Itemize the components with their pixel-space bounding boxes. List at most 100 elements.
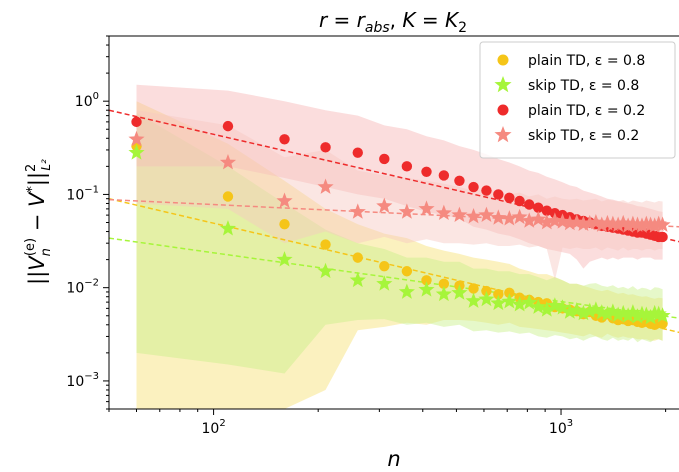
band-series-0 [136,101,663,409]
point-series-0 [279,218,290,230]
legend-marker-2 [497,104,509,116]
legend-marker-3 [494,126,512,143]
x-tick-label: 103 [549,418,573,437]
point-series-3 [465,207,482,224]
point-series-3 [530,210,547,227]
point-series-1 [599,305,616,322]
point-series-1 [219,220,237,236]
point-series-1 [538,301,555,317]
point-series-3 [581,214,598,231]
legend-box [479,41,676,159]
point-series-2 [279,134,290,145]
x-tick-label: 102 [201,418,225,437]
point-series-2 [468,181,479,193]
point-series-3 [521,212,538,228]
point-series-1 [465,292,482,308]
point-series-3 [435,204,452,221]
point-series-3 [501,210,518,226]
point-series-1 [398,283,415,299]
point-series-3 [620,217,637,233]
point-series-3 [490,209,507,225]
point-series-0 [352,252,363,263]
band-series-1 [136,112,663,374]
point-series-2 [493,189,504,200]
point-series-3 [646,217,663,233]
point-series-1 [451,284,468,300]
chart-title: r = rabs, K = K2 [319,8,467,36]
point-series-3 [317,178,334,194]
point-series-3 [593,216,610,232]
legend-label-1: skip TD, ε = 0.8 [528,78,639,94]
point-series-1 [629,308,646,324]
point-series-2 [222,120,234,132]
point-series-1 [587,301,604,317]
point-series-3 [451,206,468,222]
point-series-0 [222,191,234,202]
fit-line-series-1 [109,237,679,319]
legend-marker-0 [497,54,509,66]
point-series-2 [657,231,668,243]
point-series-2 [438,170,450,181]
point-series-1 [568,301,585,318]
point-series-1 [530,298,547,314]
point-series-1 [624,304,641,320]
point-series-1 [575,304,592,321]
axis-ticks: 102 103 10−3 10−2 10−1 100 [66,35,667,437]
point-series-2 [454,175,465,187]
y-tick-label: 10−2 [66,278,99,297]
point-series-3 [511,208,528,225]
y-tick-label: 10−1 [66,184,99,203]
point-series-1 [128,144,145,160]
point-series-0 [438,278,450,290]
point-series-1 [561,303,578,319]
point-series-1 [654,307,671,323]
point-series-3 [128,130,145,147]
point-series-0 [504,287,515,299]
point-series-2 [541,205,552,216]
point-series-1 [581,302,598,319]
point-series-3 [349,203,366,219]
y-tick-label: 10−3 [66,371,99,390]
point-series-0 [320,239,331,250]
point-series-1 [604,303,621,319]
point-series-1 [638,306,655,322]
point-series-1 [435,285,452,302]
point-series-3 [610,216,627,232]
point-series-2 [533,202,544,213]
point-series-0 [657,318,668,329]
y-axis-label: ||Vn(e) − V*||2L² [23,159,54,285]
point-series-3 [478,206,495,222]
point-series-3 [398,203,415,219]
point-series-2 [379,153,390,165]
point-series-1 [521,294,538,310]
point-series-2 [421,166,432,177]
legend-marker-1 [494,76,512,93]
point-series-3 [575,215,592,232]
point-series-2 [524,199,535,210]
point-series-0 [493,289,504,300]
point-series-1 [546,297,563,313]
point-series-3 [276,192,293,208]
point-series-1 [418,281,435,297]
point-series-3 [546,212,563,228]
point-series-3 [615,214,632,231]
point-series-2 [481,185,492,196]
legend-label-0: plain TD, ε = 0.8 [528,53,645,69]
point-series-0 [401,266,413,277]
point-series-0 [379,260,390,272]
point-series-0 [421,275,432,286]
point-series-3 [587,214,604,230]
point-series-3 [418,200,435,216]
point-series-1 [615,304,632,321]
point-series-2 [504,192,515,204]
point-series-1 [376,275,393,291]
point-series-3 [633,217,651,233]
legend: plain TD, ε = 0.8 skip TD, ε = 0.8 plain T… [479,41,676,159]
data-points [128,116,671,330]
point-series-1 [610,306,627,322]
point-series-2 [320,142,331,153]
point-series-2 [514,195,525,207]
point-series-1 [478,290,495,307]
point-series-3 [538,214,555,230]
point-series-1 [642,308,659,325]
